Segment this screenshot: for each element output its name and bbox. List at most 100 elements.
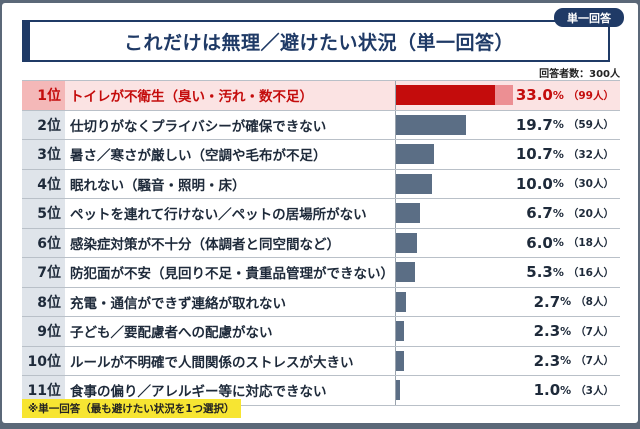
item-label: 子ども／要配慮者への配慮がない [65, 317, 396, 346]
count-value: （99人） [567, 89, 614, 102]
bar [396, 321, 405, 341]
bar-area: 10.7% （32人） [396, 140, 620, 169]
table-row: 5位 ペットを連れて行けない／ペットの居場所がない 6.7% （20人） [22, 199, 620, 229]
percent-sign: % [560, 324, 572, 338]
value-label: 10.0% （30人） [516, 170, 614, 199]
item-label: 眠れない（騒音・照明・床） [65, 169, 396, 198]
percent-value: 6.7 [526, 204, 553, 223]
percent-value: 5.3 [526, 263, 553, 282]
count-value: （30人） [567, 178, 614, 191]
bar-area: 10.0% （30人） [396, 170, 620, 199]
percent-value: 1.0 [533, 381, 561, 400]
bar-area: 2.3% （7人） [396, 347, 620, 376]
bar [396, 85, 495, 105]
single-answer-badge: 単一回答 [554, 8, 624, 27]
table-row: 1位 トイレが不衛生（臭い・汚れ・数不足） 33.0% （99人） [22, 81, 620, 111]
count-value: （16人） [567, 266, 614, 279]
item-label: 防犯面が不安（見回り不足・貴重品管理ができない） [65, 258, 396, 287]
count-value: （7人） [575, 325, 614, 338]
table-row: 8位 充電・通信ができず連絡が取れない 2.7% （8人） [22, 287, 620, 317]
percent-value: 2.3 [533, 351, 561, 370]
bar-area: 1.0% （3人） [396, 376, 620, 405]
bar [396, 380, 400, 400]
percent-value: 2.7 [533, 292, 561, 311]
value-label: 10.7% （32人） [516, 140, 614, 169]
bar-area: 5.3% （16人） [396, 258, 620, 287]
value-label: 5.3% （16人） [526, 258, 614, 287]
percent-sign: % [552, 236, 564, 250]
rank-label: 1位 [22, 81, 65, 110]
bar-area: 2.7% （8人） [396, 288, 620, 317]
item-label: 食事の偏り／アレルギー等に対応できない [65, 376, 396, 405]
value-label: 33.0% （99人） [516, 81, 614, 110]
respondent-count: 回答者数：300人 [539, 69, 620, 80]
percent-value: 33.0 [515, 86, 553, 105]
percent-value: 2.3 [533, 322, 561, 341]
bar-highlight-end [494, 85, 514, 105]
rank-label: 5位 [22, 199, 65, 228]
bar [396, 232, 418, 253]
rank-label: 4位 [22, 169, 65, 198]
percent-value: 10.7 [515, 145, 553, 164]
bar [396, 203, 420, 223]
title-box: これだけは無理／避けたい状況（単一回答） [22, 20, 610, 62]
value-label: 6.7% （20人） [526, 199, 614, 228]
rank-label: 6位 [22, 228, 65, 257]
bar-area: 6.7% （20人） [396, 199, 620, 228]
rank-label: 8位 [22, 287, 65, 316]
chart-title: これだけは無理／避けたい状況（単一回答） [123, 31, 514, 54]
table-row: 6位 感染症対策が不十分（体調者と同空間など） 6.0% （18人） [22, 228, 620, 258]
item-label: ペットを連れて行けない／ペットの居場所がない [65, 199, 396, 228]
percent-sign: % [552, 88, 564, 102]
bar [396, 173, 432, 194]
bar [396, 262, 415, 282]
value-label: 6.0% （18人） [526, 229, 614, 258]
ranking-table: 1位 トイレが不衛生（臭い・汚れ・数不足） 33.0% （99人） 2位 仕切りがなくプラ… [22, 80, 620, 406]
item-label: 感染症対策が不十分（体調者と同空間など） [65, 228, 396, 257]
bar [396, 291, 406, 312]
percent-sign: % [560, 383, 572, 397]
percent-sign: % [552, 265, 564, 279]
value-label: 2.3% （7人） [534, 347, 614, 376]
bar [396, 144, 434, 164]
percent-sign: % [560, 354, 572, 368]
footnote: ※単一回答（最も避けたい状況を1つ選択） [22, 399, 241, 418]
count-value: （7人） [575, 355, 614, 368]
value-label: 2.7% （8人） [534, 288, 614, 317]
rank-label: 10位 [22, 346, 65, 375]
count-value: （32人） [567, 148, 614, 161]
bar [396, 350, 405, 371]
table-row: 4位 眠れない（騒音・照明・床） 10.0% （30人） [22, 169, 620, 199]
rank-label: 9位 [22, 317, 65, 346]
rank-label: 3位 [22, 140, 65, 169]
item-label: トイレが不衛生（臭い・汚れ・数不足） [65, 81, 396, 110]
percent-value: 10.0 [515, 174, 553, 193]
value-label: 19.7% （59人） [516, 111, 614, 140]
count-value: （3人） [575, 384, 614, 397]
item-label: 仕切りがなくプライバシーが確保できない [65, 110, 396, 139]
bar-area: 2.3% （7人） [396, 317, 620, 346]
bar-area: 19.7% （59人） [396, 111, 620, 140]
count-value: （59人） [567, 119, 614, 132]
value-label: 2.3% （7人） [534, 317, 614, 346]
table-row: 7位 防犯面が不安（見回り不足・貴重品管理ができない） 5.3% （16人） [22, 258, 620, 288]
bar [396, 114, 466, 135]
percent-value: 6.0 [526, 233, 553, 252]
percent-sign: % [552, 147, 564, 161]
table-row: 3位 暑さ／寒さが厳しい（空調や毛布が不足） 10.7% （32人） [22, 140, 620, 170]
table-row: 2位 仕切りがなくプライバシーが確保できない 19.7% （59人） [22, 110, 620, 140]
count-value: （8人） [575, 296, 614, 309]
item-label: 暑さ／寒さが厳しい（空調や毛布が不足） [65, 140, 396, 169]
percent-sign: % [552, 177, 564, 191]
bar-area: 33.0% （99人） [396, 81, 620, 110]
percent-sign: % [552, 206, 564, 220]
rank-label: 7位 [22, 258, 65, 287]
table-row: 9位 子ども／要配慮者への配慮がない 2.3% （7人） [22, 317, 620, 347]
rank-label: 2位 [22, 110, 65, 139]
percent-sign: % [560, 295, 572, 309]
item-label: 充電・通信ができず連絡が取れない [65, 287, 396, 316]
value-label: 1.0% （3人） [534, 376, 614, 405]
percent-value: 19.7 [515, 115, 553, 134]
infographic-card: これだけは無理／避けたい状況（単一回答） 単一回答 回答者数：300人 1位 トイ… [2, 3, 638, 423]
item-label: ルールが不明確で人間関係のストレスが大きい [65, 346, 396, 375]
